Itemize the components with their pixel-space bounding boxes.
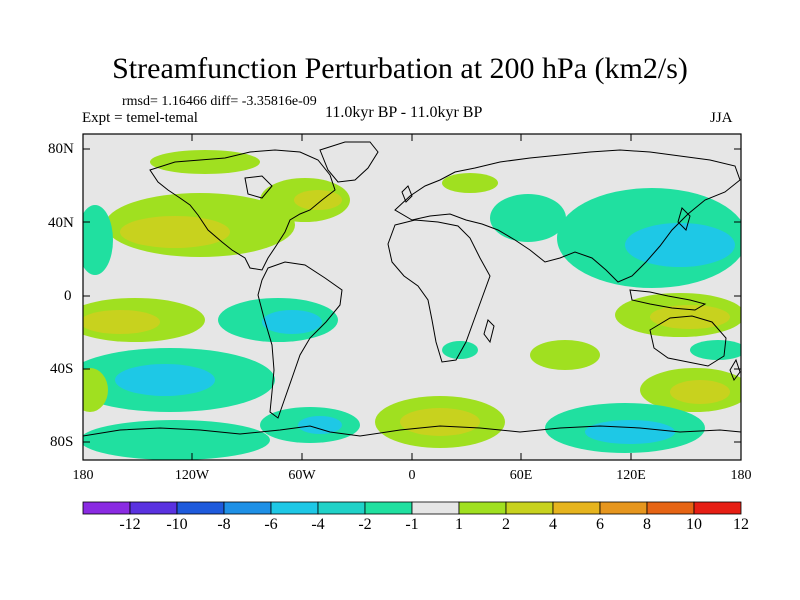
colorbar-swatch — [646, 501, 695, 515]
coast-hudson-bay — [244, 175, 273, 199]
colorbar-label: -4 — [311, 516, 325, 533]
lon-label-120w: 120W — [174, 468, 210, 483]
colorbar-label: -6 — [264, 516, 278, 533]
colorbar-swatch — [82, 501, 131, 515]
contour-region — [625, 223, 735, 267]
contour-region — [442, 173, 498, 193]
lon-label-0: 0 — [408, 468, 416, 483]
lat-label-80s: 80S — [50, 434, 74, 450]
colorbar-swatch — [223, 501, 272, 515]
lat-label-80n: 80N — [48, 141, 74, 157]
colorbar-label: -8 — [217, 516, 231, 533]
lat-label-40s: 40S — [50, 361, 74, 377]
colorbar-swatch — [599, 501, 648, 515]
lon-label-60e: 60E — [509, 468, 533, 483]
colorbar-swatch — [411, 501, 460, 515]
colorbar-label: -2 — [358, 516, 372, 533]
colorbar-swatch — [552, 501, 601, 515]
lat-label-eq: 0 — [64, 288, 72, 304]
coast-indonesia — [629, 289, 707, 311]
colorbar-swatch — [693, 501, 742, 515]
period-label: 11.0kyr BP - 11.0kyr BP — [325, 104, 483, 121]
colorbar-label: 6 — [596, 516, 604, 533]
contour-region — [442, 341, 478, 359]
colorbar-label: 10 — [686, 516, 702, 533]
contour-region — [120, 216, 230, 248]
map-plot-area — [83, 134, 741, 460]
coast-new-zealand — [729, 358, 741, 382]
colorbar-swatch — [270, 501, 319, 515]
contour-region — [690, 340, 741, 360]
contour-region — [530, 340, 600, 370]
coast-greenland — [319, 141, 379, 183]
contour-region — [83, 420, 270, 460]
colorbar-label: 2 — [502, 516, 510, 533]
colorbar-swatch — [176, 501, 225, 515]
colorbar-swatch — [505, 501, 554, 515]
colorbar-swatch — [458, 501, 507, 515]
colorbar-swatch — [364, 501, 413, 515]
colorbar-label: -1 — [405, 516, 419, 533]
stats-line: rmsd= 1.16466 diff= -3.35816e-09 — [122, 94, 317, 109]
season-label: JJA — [710, 110, 733, 126]
contour-region — [650, 305, 730, 329]
coast-britain — [401, 185, 413, 203]
coast-south-america — [257, 261, 343, 419]
coast-africa — [387, 219, 491, 363]
contour-region — [670, 380, 730, 404]
lat-label-40n: 40N — [48, 215, 74, 231]
colorbar-swatch — [317, 501, 366, 515]
colorbar-label: -10 — [166, 516, 188, 533]
contour-region — [83, 368, 108, 412]
colorbar-swatch — [129, 501, 178, 515]
experiment-label: Expt = temel-temal — [82, 110, 198, 126]
coast-australia — [649, 315, 727, 367]
coast-madagascar — [483, 319, 495, 344]
coast-north-america — [149, 149, 336, 271]
contour-region — [115, 364, 215, 396]
coastlines — [83, 141, 741, 437]
colorbar-label: 8 — [643, 516, 651, 533]
coast-eurasia — [394, 149, 741, 283]
contour-region — [298, 416, 342, 434]
contour-region — [294, 190, 342, 210]
contour-region — [585, 420, 675, 444]
contour-region — [400, 408, 480, 436]
coast-antarctica — [83, 425, 741, 437]
colorbar-label: -12 — [119, 516, 141, 533]
contour-fields — [83, 150, 741, 460]
colorbar-label: 12 — [733, 516, 749, 533]
colorbar-label: 4 — [549, 516, 557, 533]
lon-label-180w: 180 — [72, 468, 94, 483]
lon-label-120e: 120E — [616, 468, 646, 483]
contour-region — [83, 310, 160, 334]
lon-label-180e: 180 — [730, 468, 752, 483]
colorbar — [82, 501, 742, 515]
contour-region — [83, 205, 113, 275]
contour-region — [490, 194, 566, 242]
plot-title: Streamfunction Perturbation at 200 hPa (… — [112, 52, 688, 85]
contour-region — [262, 310, 322, 334]
lon-label-60w: 60W — [288, 468, 316, 483]
colorbar-label: 1 — [455, 516, 463, 533]
axis-ticks — [82, 134, 742, 460]
coast-japan — [677, 207, 691, 231]
